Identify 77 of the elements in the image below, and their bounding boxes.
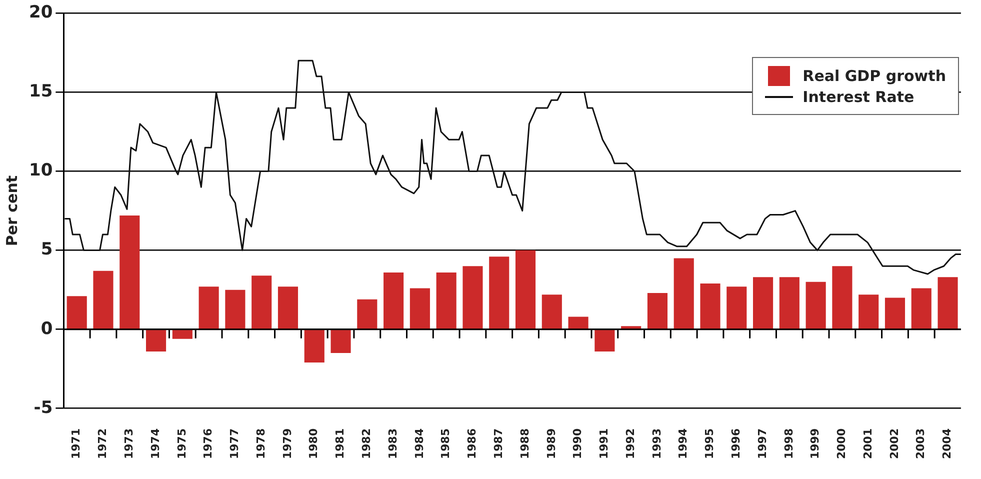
x-tick-label: 1977 — [228, 428, 242, 460]
bar — [832, 266, 852, 329]
y-tick-label: -5 — [34, 398, 53, 418]
bar — [568, 316, 588, 329]
bar — [252, 276, 272, 329]
bar — [489, 256, 510, 329]
x-tick-label: 2002 — [888, 428, 901, 460]
bar — [594, 330, 615, 352]
x-tick-label: 1981 — [334, 428, 347, 460]
bar — [66, 296, 87, 329]
bar — [384, 272, 404, 329]
bar — [647, 292, 668, 329]
bar — [938, 277, 958, 329]
legend-label: Interest Rate — [802, 88, 914, 106]
bar — [542, 294, 562, 329]
x-tick-label: 1990 — [571, 428, 584, 460]
bar — [93, 270, 114, 329]
bar — [146, 330, 166, 352]
bar — [410, 288, 430, 329]
bar — [120, 216, 140, 329]
bar — [515, 250, 536, 329]
x-tick-label: 1974 — [148, 428, 162, 460]
bar — [884, 298, 906, 329]
x-tick-label: 1994 — [676, 428, 690, 460]
x-tick-label: 1973 — [122, 428, 136, 460]
x-tick-label: 1988 — [518, 428, 532, 460]
bar — [726, 286, 747, 329]
x-tick-label: 1986 — [466, 428, 479, 460]
bar — [304, 330, 324, 363]
bar — [357, 299, 378, 329]
y-tick-label: 5 — [40, 240, 53, 260]
x-tick-label: 1983 — [386, 428, 400, 460]
bar — [806, 282, 826, 329]
legend-label: Real GDP growth — [802, 67, 946, 85]
x-tick-label: 1996 — [730, 428, 742, 460]
x-tick-label: 1985 — [439, 428, 452, 460]
bar — [172, 330, 192, 339]
x-tick-label: 1987 — [492, 428, 505, 460]
x-tick-label: 1997 — [756, 428, 769, 460]
x-tick-label: 1999 — [808, 428, 822, 460]
x-tick-label: 2003 — [914, 428, 928, 460]
bar — [225, 290, 246, 329]
x-tick-label: 1984 — [412, 428, 426, 460]
bar — [674, 258, 694, 329]
x-tick-label: 1991 — [598, 428, 611, 460]
x-tick-label: 2000 — [835, 428, 848, 460]
x-tick-label: 2001 — [861, 428, 874, 460]
x-tick-label: 1975 — [175, 428, 188, 460]
bar — [700, 284, 720, 329]
bar — [436, 272, 456, 329]
bar — [779, 277, 800, 329]
x-tick-label: 1972 — [96, 428, 110, 460]
y-axis-title: Per cent — [2, 175, 21, 246]
y-tick-label: 10 — [28, 160, 53, 181]
x-tick-label: 1980 — [307, 428, 320, 460]
x-tick-label: 1993 — [650, 428, 664, 460]
x-tick-label: 1982 — [360, 428, 374, 460]
bar — [621, 326, 642, 329]
y-tick-label: 15 — [28, 82, 53, 102]
bar — [462, 266, 483, 329]
y-tick-label: 20 — [28, 2, 53, 23]
bar — [198, 286, 219, 329]
bar — [278, 286, 298, 329]
bar — [858, 294, 879, 329]
bar — [911, 288, 932, 329]
x-tick-label: 1995 — [703, 428, 716, 460]
x-tick-label: 1971 — [70, 428, 83, 460]
x-tick-label: 1998 — [782, 428, 796, 460]
x-tick-label: 1979 — [280, 428, 294, 460]
bar — [753, 277, 774, 329]
x-tick-label: 1978 — [254, 428, 268, 460]
x-tick-label: 2004 — [940, 428, 954, 460]
x-tick-label: 1992 — [624, 428, 637, 460]
x-tick-label: 1976 — [202, 428, 215, 460]
y-tick-label: 0 — [40, 318, 53, 339]
bar — [330, 330, 351, 354]
x-tick-label: 1989 — [544, 428, 558, 460]
